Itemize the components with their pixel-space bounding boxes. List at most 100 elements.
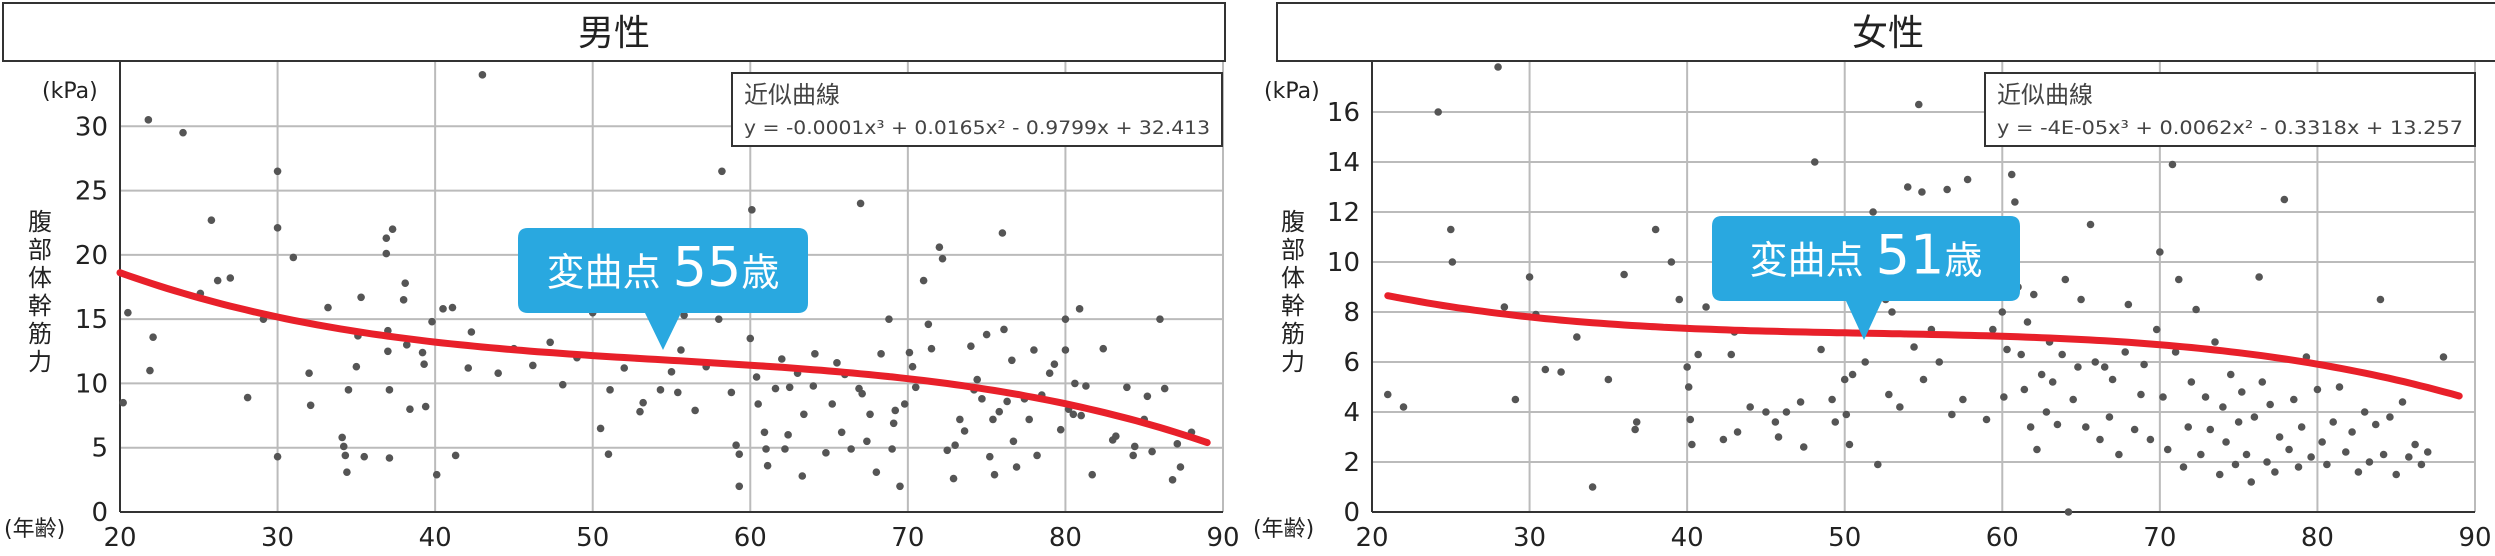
data-point [2023, 318, 2032, 326]
data-point [1885, 390, 1893, 399]
data-point [866, 410, 874, 419]
y-unit-label: (kPa) [1264, 79, 1320, 104]
x-axis-label: (年齢) [4, 517, 65, 542]
data-point [636, 407, 644, 416]
data-point [2275, 433, 2284, 441]
data-point [1651, 225, 1660, 234]
data-point [784, 431, 792, 439]
data-point [822, 449, 830, 457]
data-point [771, 384, 780, 393]
data-point [2215, 470, 2224, 479]
data-point [2423, 448, 2432, 456]
data-point [1045, 369, 1054, 377]
data-point [2341, 448, 2350, 456]
y-tick-label: 0 [1343, 498, 1360, 528]
data-point [596, 424, 605, 433]
data-point [1861, 358, 1869, 366]
data-point [2096, 435, 2104, 444]
data-point [2064, 508, 2073, 516]
trend-line [1384, 292, 2463, 400]
data-point [1399, 403, 1408, 411]
inflection-callout-text: 変曲点 55歳 [547, 236, 780, 299]
data-point [2086, 220, 2095, 229]
data-point [2318, 438, 2326, 446]
data-point [2048, 378, 2057, 386]
data-point [2417, 460, 2426, 469]
data-point [1173, 440, 1182, 448]
data-point [1840, 375, 1849, 384]
data-point [2074, 363, 2082, 371]
x-tick-label: 90 [2458, 523, 2491, 553]
y-tick-label: 10 [75, 369, 108, 399]
data-point [2201, 393, 2210, 401]
data-point [2242, 450, 2251, 459]
data-point [2263, 458, 2271, 466]
data-point [714, 315, 723, 323]
data-point [1943, 185, 1951, 194]
trend-legend-box [731, 72, 1223, 147]
data-point [778, 355, 786, 363]
data-point [1989, 325, 1997, 334]
data-point [1383, 390, 1392, 399]
data-point [798, 472, 807, 480]
data-point [1810, 158, 1819, 166]
data-point [1434, 108, 1442, 116]
data-point [1129, 451, 1137, 460]
data-point [877, 350, 885, 358]
data-point [2222, 438, 2230, 446]
data-point [213, 276, 222, 285]
data-point [735, 450, 744, 458]
data-point [2184, 423, 2193, 431]
data-point [2192, 305, 2200, 314]
data-point [960, 427, 969, 435]
trend-equation: y = -4E-05x³ + 0.0062x² - 0.3318x + 13.2… [1997, 117, 2463, 139]
data-point [2179, 463, 2188, 471]
data-point [360, 452, 369, 461]
x-tick-label: 60 [1986, 523, 2019, 553]
data-point [1733, 428, 1742, 436]
y-tick-label: 25 [75, 177, 108, 207]
data-point [306, 401, 315, 410]
data-point [494, 369, 502, 377]
data-point [1061, 346, 1070, 354]
data-point [529, 361, 537, 370]
data-point [464, 364, 473, 372]
data-point [949, 474, 958, 483]
data-point [2053, 420, 2062, 429]
data-point [888, 445, 896, 453]
data-point [406, 405, 414, 413]
data-point [352, 362, 361, 371]
data-point [1008, 356, 1016, 365]
y-tick-label: 8 [1343, 298, 1360, 328]
data-point [896, 482, 904, 491]
data-point [1686, 415, 1695, 424]
data-point [385, 454, 394, 462]
data-point [2011, 198, 2019, 206]
data-point [2354, 468, 2363, 476]
data-point [2411, 440, 2419, 449]
data-point [2329, 418, 2337, 426]
data-point [2219, 403, 2227, 411]
data-point [956, 415, 964, 424]
data-point [1446, 225, 1455, 234]
data-point [1831, 418, 1840, 426]
data-point [1896, 403, 1904, 411]
data-point [1156, 315, 1164, 323]
data-point [385, 386, 394, 394]
x-tick-label: 80 [1049, 523, 1082, 553]
data-point [1025, 415, 1033, 424]
data-point [1828, 395, 1836, 404]
data-point [674, 388, 682, 397]
data-point [2386, 413, 2394, 421]
data-point [344, 386, 353, 394]
x-tick-label: 50 [1828, 523, 1861, 553]
data-point [978, 395, 986, 403]
data-point [2020, 385, 2029, 394]
data-point [858, 389, 866, 398]
data-point [2146, 435, 2155, 444]
data-point [905, 348, 914, 357]
data-point [1075, 305, 1084, 313]
data-point [732, 441, 740, 449]
data-point [1982, 415, 1991, 424]
data-point [2313, 385, 2322, 394]
